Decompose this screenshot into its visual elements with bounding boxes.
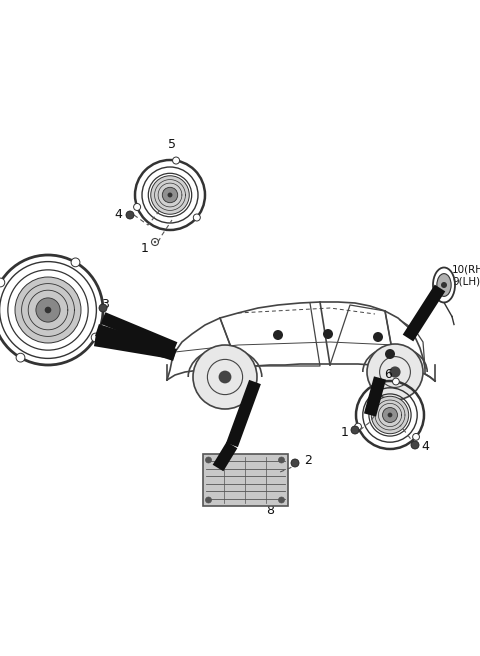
Circle shape [154,241,156,243]
Circle shape [393,378,399,385]
Circle shape [278,457,285,463]
Circle shape [278,497,285,503]
Circle shape [173,157,180,164]
Circle shape [91,333,100,342]
Circle shape [133,203,141,211]
Circle shape [323,329,333,339]
Circle shape [151,176,189,215]
Text: 4: 4 [114,209,122,222]
Circle shape [0,278,5,287]
Circle shape [193,345,257,409]
Circle shape [388,413,392,417]
Text: 1: 1 [341,426,349,438]
Circle shape [383,407,397,422]
Text: 3: 3 [101,298,109,312]
Circle shape [15,277,81,343]
Text: 5: 5 [168,138,176,152]
Circle shape [45,307,51,314]
Circle shape [389,367,401,378]
Circle shape [205,457,212,463]
Text: 6: 6 [384,367,392,380]
Circle shape [71,258,80,267]
Ellipse shape [437,274,451,297]
Circle shape [291,459,299,467]
Text: 9(LH): 9(LH) [452,277,480,287]
Circle shape [99,304,107,312]
Circle shape [273,330,283,340]
Circle shape [193,214,200,221]
Circle shape [355,423,361,430]
Circle shape [411,441,419,449]
Circle shape [218,371,231,383]
Circle shape [373,332,383,342]
Bar [203,454,288,506]
Text: 7: 7 [20,295,28,308]
Circle shape [205,497,212,503]
Circle shape [385,349,395,359]
Circle shape [36,298,60,322]
Circle shape [351,426,359,434]
Circle shape [16,353,25,362]
Text: 2: 2 [304,453,312,466]
Text: 4: 4 [421,440,429,453]
Circle shape [372,396,408,434]
Text: 1: 1 [141,241,149,255]
Text: 10(RH): 10(RH) [452,265,480,275]
Circle shape [413,434,420,440]
Circle shape [168,193,172,197]
Circle shape [126,211,134,219]
Circle shape [441,282,447,288]
Text: 8: 8 [266,504,274,516]
Circle shape [367,344,423,400]
Circle shape [162,188,178,203]
